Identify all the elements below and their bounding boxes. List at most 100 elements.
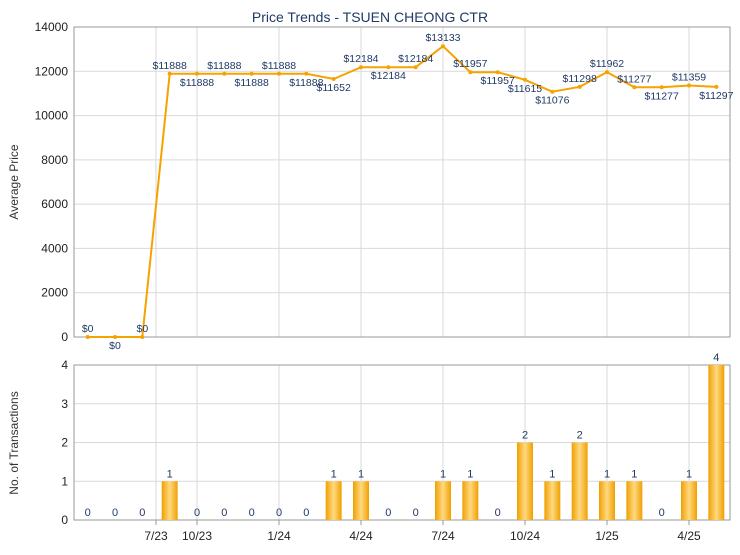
transaction-count-label: 2	[522, 430, 528, 442]
transaction-count-label: 0	[85, 507, 91, 519]
price-y-tick-label: 10000	[35, 109, 69, 123]
transaction-count-label: 0	[194, 507, 200, 519]
transactions-y-tick-label: 3	[61, 397, 68, 411]
x-tick-label: 4/24	[349, 529, 373, 543]
price-point	[632, 85, 637, 90]
price-point	[386, 65, 391, 70]
price-y-tick-label: 6000	[41, 197, 68, 211]
transaction-count-label: 0	[659, 507, 665, 519]
price-point	[714, 84, 719, 89]
price-y-tick-label: 12000	[35, 64, 69, 78]
price-y-tick-label: 0	[61, 330, 68, 344]
price-data-label: $0	[109, 340, 121, 352]
price-data-label: $11652	[317, 82, 351, 94]
price-point	[85, 335, 90, 339]
transaction-bar	[161, 481, 178, 520]
price-point	[523, 77, 527, 82]
price-point	[277, 71, 281, 76]
price-point	[304, 71, 309, 76]
price-point	[468, 70, 473, 75]
price-data-label: $12184	[371, 70, 406, 82]
transactions-y-tick-label: 2	[61, 436, 68, 450]
transaction-bar	[599, 481, 615, 520]
transaction-bar	[462, 481, 479, 520]
transaction-bar	[435, 481, 451, 520]
price-point	[687, 83, 691, 88]
transaction-bar	[544, 481, 561, 520]
transactions-y-tick-label: 1	[61, 474, 68, 488]
transaction-bar	[353, 481, 369, 520]
price-y-tick-label: 2000	[41, 286, 68, 300]
price-point	[249, 71, 254, 76]
price-point	[195, 71, 199, 76]
price-y-tick-label: 14000	[35, 20, 69, 34]
price-data-label: $11277	[617, 73, 651, 85]
transaction-count-label: 1	[686, 468, 692, 480]
price-data-label: $11615	[508, 83, 542, 95]
transaction-count-label: 0	[276, 507, 282, 519]
price-data-label: $11962	[590, 58, 624, 70]
transaction-count-label: 0	[495, 507, 501, 519]
y-axis-label-price: Average Price	[7, 144, 21, 219]
price-point	[113, 335, 117, 339]
price-series-line	[87, 44, 717, 338]
transaction-count-label: 1	[440, 468, 446, 480]
price-data-label: $11888	[180, 77, 214, 89]
transaction-bar	[626, 481, 643, 520]
price-plot-frame	[73, 26, 731, 338]
transaction-count-label: 0	[139, 507, 145, 519]
price-y-tick-label: 8000	[41, 153, 68, 167]
price-data-label: $12184	[343, 53, 378, 65]
x-tick-label: 10/23	[182, 529, 212, 543]
price-data-label: $11888	[153, 60, 187, 72]
price-point	[659, 85, 664, 90]
price-point	[441, 44, 445, 49]
price-data-label: $11957	[453, 58, 487, 70]
price-point	[550, 89, 555, 94]
x-tick-label: 1/25	[595, 529, 619, 543]
price-point	[331, 76, 336, 81]
transaction-count-label: 4	[713, 352, 719, 364]
price-data-label: $13133	[425, 32, 460, 44]
price-point	[167, 71, 172, 76]
price-point	[413, 65, 418, 70]
price-data-label: $11888	[289, 77, 323, 89]
price-y-tick-label: 4000	[41, 241, 68, 255]
price-data-label: $11888	[207, 60, 241, 72]
price-data-label: $11298	[563, 73, 597, 85]
price-data-label: $11359	[672, 71, 706, 83]
price-data-label: $11076	[535, 95, 569, 107]
transaction-bar	[325, 481, 342, 520]
price-data-label: $0	[82, 323, 94, 335]
price-point	[577, 84, 582, 89]
price-data-label: $11888	[235, 77, 269, 89]
transaction-bar	[681, 481, 697, 520]
transaction-count-label: 0	[112, 507, 118, 519]
transaction-bar	[708, 365, 725, 520]
transaction-count-label: 1	[358, 468, 364, 480]
transaction-count-label: 0	[385, 507, 391, 519]
transaction-count-label: 1	[631, 468, 637, 480]
y-axis-label-transactions: No. of Transactions	[7, 391, 21, 494]
price-data-label: $11277	[645, 90, 679, 102]
price-data-label: $11297	[699, 90, 733, 102]
transaction-count-label: 0	[413, 507, 419, 519]
price-point	[605, 70, 609, 75]
price-point	[359, 65, 363, 70]
transaction-count-label: 0	[249, 507, 255, 519]
x-tick-label: 10/24	[510, 529, 540, 543]
transaction-count-label: 2	[577, 430, 583, 442]
transaction-count-label: 1	[604, 468, 610, 480]
transaction-bar	[571, 442, 588, 520]
transaction-count-label: 1	[549, 468, 555, 480]
transaction-bar	[517, 442, 533, 520]
x-tick-label: 7/24	[431, 529, 455, 543]
chart-title: Price Trends - TSUEN CHEONG CTR	[252, 9, 488, 25]
price-point	[140, 335, 145, 339]
transaction-count-label: 0	[221, 507, 227, 519]
transaction-count-label: 1	[167, 468, 173, 480]
price-data-label: $0	[136, 323, 148, 335]
transaction-count-label: 1	[331, 468, 337, 480]
transactions-y-tick-label: 0	[61, 513, 68, 527]
